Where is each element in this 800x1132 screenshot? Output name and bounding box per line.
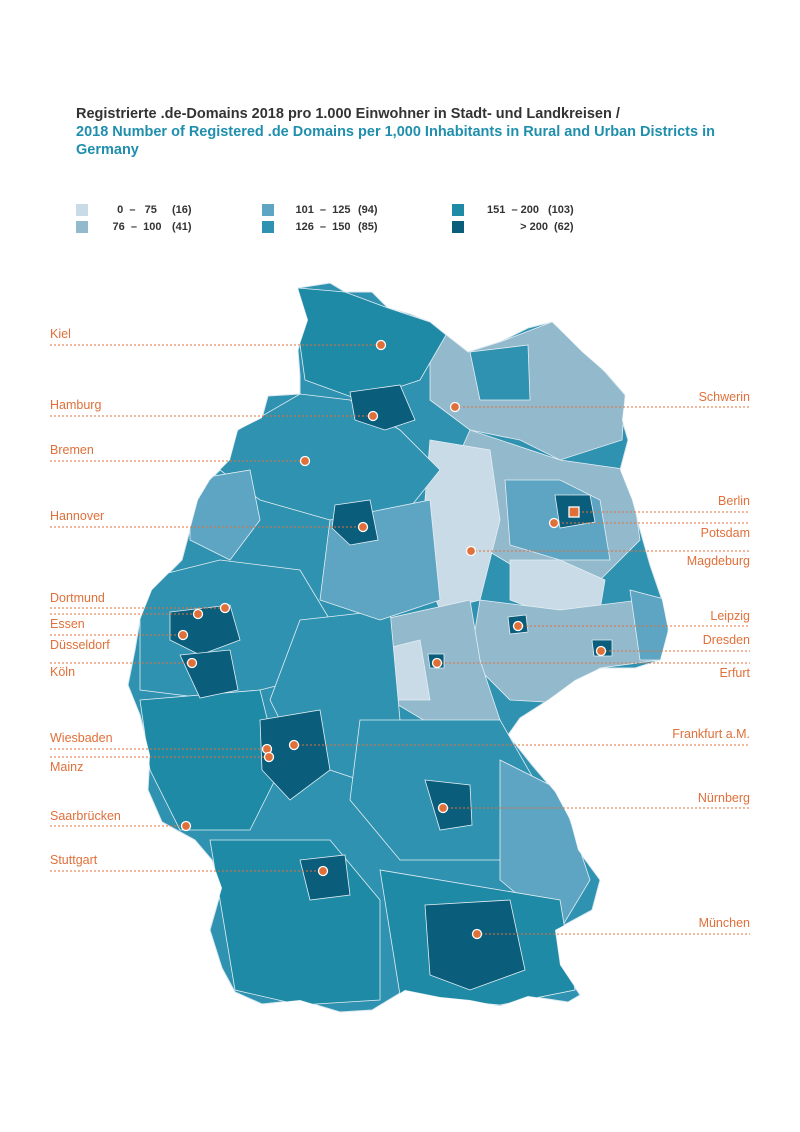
marker-leipzig bbox=[512, 620, 524, 632]
legend-swatch-over-200 bbox=[452, 220, 464, 233]
marker-essen bbox=[192, 608, 204, 620]
legend-item-76-100: 76 – 100 (41) bbox=[76, 219, 192, 234]
region-schleswig bbox=[297, 287, 447, 401]
marker-muenchen bbox=[471, 928, 483, 940]
marker-frankfurt bbox=[288, 739, 300, 751]
legend-item-151-200: 151 – 200 (103) bbox=[452, 202, 574, 217]
legend-count: (41) bbox=[172, 220, 192, 233]
marker-dresden bbox=[595, 645, 607, 657]
marker-bremen bbox=[299, 455, 311, 467]
legend-item-0-75: 0 – 75 (16) bbox=[76, 202, 192, 217]
marker-stuttgart bbox=[317, 865, 329, 877]
marker-potsdam bbox=[548, 517, 560, 529]
label-frankfurt: Frankfurt a.M. bbox=[672, 727, 750, 741]
label-wiesbaden: Wiesbaden bbox=[50, 731, 113, 745]
legend-range: 76 – 100 bbox=[112, 220, 162, 233]
label-leipzig: Leipzig bbox=[710, 609, 750, 623]
title-english: 2018 Number of Registered .de Domains pe… bbox=[76, 124, 715, 158]
label-bremen: Bremen bbox=[50, 443, 94, 457]
legend-range: 151 – 200 bbox=[487, 203, 539, 216]
label-berlin: Berlin bbox=[718, 494, 750, 508]
region-east-bright bbox=[469, 344, 531, 401]
city-markers bbox=[177, 339, 607, 940]
marker-schwerin bbox=[449, 401, 461, 413]
region-brandenburg-east bbox=[629, 589, 668, 661]
label-muenchen: München bbox=[698, 916, 750, 930]
marker-magdeburg bbox=[465, 545, 477, 557]
marker-koeln bbox=[186, 657, 198, 669]
legend-swatch-151-200 bbox=[452, 203, 464, 216]
legend-item-over-200: > 200 (62) bbox=[452, 219, 574, 234]
region-rlp bbox=[139, 689, 281, 831]
legend-item-101-125: 101 – 125 (94) bbox=[262, 202, 378, 217]
leader-lines bbox=[50, 344, 750, 935]
legend-count: (103) bbox=[548, 203, 574, 216]
region-stuttgart-dark bbox=[299, 854, 351, 901]
legend-swatch-76-100 bbox=[76, 220, 88, 233]
marker-erfurt bbox=[431, 657, 443, 669]
label-stuttgart: Stuttgart bbox=[50, 853, 98, 867]
label-hamburg: Hamburg bbox=[50, 398, 102, 412]
legend-item-126-150: 126 – 150 (85) bbox=[262, 219, 378, 234]
region-west-mid bbox=[189, 469, 261, 561]
legend-swatch-101-125 bbox=[262, 203, 274, 216]
region-munich-dark bbox=[424, 899, 526, 991]
marker-berlin bbox=[568, 506, 580, 518]
region-frankfurt-dark bbox=[259, 709, 331, 801]
marker-hannover bbox=[357, 521, 369, 533]
marker-saarbruecken bbox=[180, 820, 192, 832]
label-mainz: Mainz bbox=[50, 760, 84, 774]
legend-count: (16) bbox=[172, 203, 192, 216]
label-magdeburg: Magdeburg bbox=[686, 554, 750, 568]
legend-swatch-0-75 bbox=[76, 203, 88, 216]
marker-kiel bbox=[375, 339, 387, 351]
legend-count: (85) bbox=[358, 220, 378, 233]
legend: 0 – 75 (16) 76 – 100 (41) 101 – 125 (94)… bbox=[76, 200, 636, 240]
label-kiel: Kiel bbox=[50, 327, 71, 341]
legend-range: 101 – 125 bbox=[295, 203, 351, 216]
marker-hamburg bbox=[367, 410, 379, 422]
legend-count: (62) bbox=[554, 220, 574, 233]
label-essen: Essen bbox=[50, 617, 85, 631]
marker-nuernberg bbox=[437, 802, 449, 814]
legend-range: 126 – 150 bbox=[295, 220, 351, 233]
label-dortmund: Dortmund bbox=[50, 591, 105, 605]
region-hannover-dark bbox=[331, 499, 379, 546]
label-schwerin: Schwerin bbox=[698, 390, 750, 404]
map-title: Registrierte .de-Domains 2018 pro 1.000 … bbox=[76, 105, 736, 159]
marker-dortmund bbox=[219, 602, 231, 614]
label-potsdam: Potsdam bbox=[700, 526, 750, 540]
label-dresden: Dresden bbox=[702, 633, 750, 647]
marker-mainz bbox=[263, 751, 275, 763]
region-hamburg-dark bbox=[349, 384, 416, 431]
legend-range: > 200 bbox=[520, 220, 548, 233]
marker-duesseldorf bbox=[177, 629, 189, 641]
label-nuernberg: Nürnberg bbox=[697, 791, 750, 805]
title-german: Registrierte .de-Domains 2018 pro 1.000 … bbox=[76, 106, 620, 122]
label-erfurt: Erfurt bbox=[719, 666, 750, 680]
label-koeln: Köln bbox=[50, 665, 76, 679]
legend-range: 0 – 75 bbox=[117, 203, 157, 216]
label-saarbruecken: Saarbrücken bbox=[50, 809, 121, 823]
legend-swatch-126-150 bbox=[262, 220, 274, 233]
legend-count: (94) bbox=[358, 203, 378, 216]
label-hannover: Hannover bbox=[50, 509, 105, 523]
label-duesseldorf: Düsseldorf bbox=[50, 638, 110, 652]
region-nuernberg-dark bbox=[424, 779, 473, 831]
